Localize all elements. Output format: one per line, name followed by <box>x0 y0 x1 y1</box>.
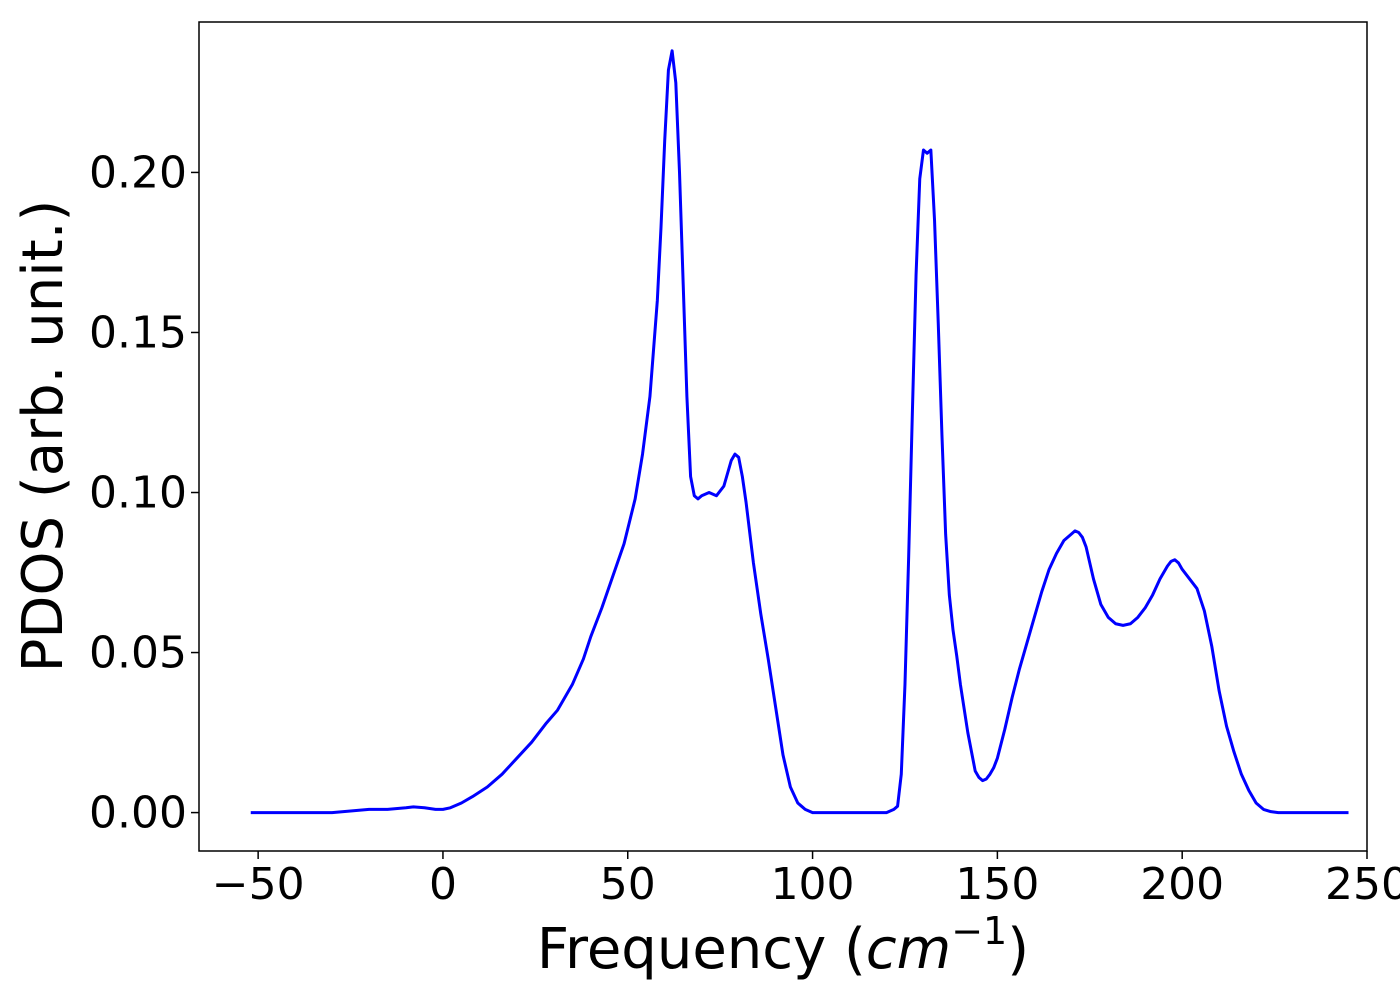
x-axis-label-unit: cm <box>866 917 951 982</box>
y-tick-label: 0.10 <box>89 468 187 519</box>
x-tick-label: 100 <box>771 859 855 910</box>
y-axis-label: PDOS (arb. unit.) <box>11 200 76 673</box>
x-axis-ticks: −50 0 50 100 150 200 250 <box>212 851 1400 910</box>
x-tick-label: −50 <box>212 859 305 910</box>
series-layer <box>250 49 1349 815</box>
y-tick-label: 0.00 <box>89 788 187 839</box>
plot-area-frame <box>198 21 1368 852</box>
y-tick-label: 0.05 <box>89 628 187 679</box>
y-tick-label: 0.15 <box>89 307 187 358</box>
x-tick-label: 200 <box>1140 859 1224 910</box>
pdos-series-line <box>250 49 1349 815</box>
x-tick-label: 50 <box>600 859 656 910</box>
x-axis-label-exponent: −1 <box>951 909 1007 953</box>
x-axis-label: Frequency (cm−1) <box>537 909 1029 982</box>
y-tick-label: 0.20 <box>89 147 187 198</box>
x-tick-label: 250 <box>1325 859 1400 910</box>
x-tick-label: 0 <box>429 859 457 910</box>
x-tick-label: 150 <box>955 859 1039 910</box>
x-axis-label-text: Frequency ( <box>537 917 866 982</box>
y-axis-ticks: 0.00 0.05 0.10 0.15 0.20 <box>89 147 199 839</box>
x-axis-label-close: ) <box>1007 917 1029 982</box>
